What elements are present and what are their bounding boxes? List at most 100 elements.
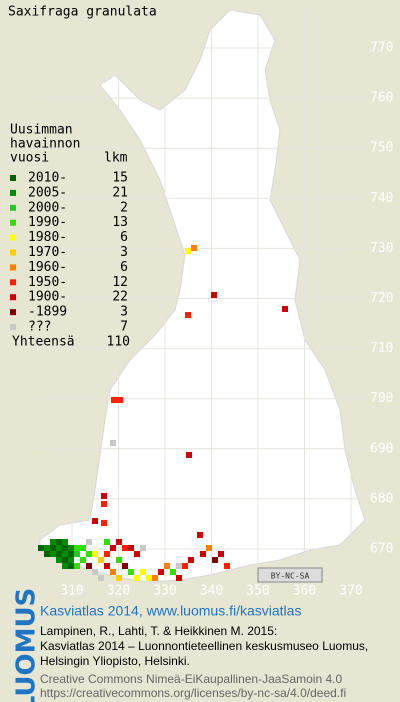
record xyxy=(188,557,194,563)
record xyxy=(104,563,110,569)
finland-land xyxy=(39,9,366,583)
record xyxy=(56,539,62,545)
records xyxy=(38,245,288,581)
x-grid-label: 320 xyxy=(107,584,130,599)
record xyxy=(92,518,98,524)
record xyxy=(56,557,62,563)
record xyxy=(122,545,128,551)
record xyxy=(56,545,62,551)
record xyxy=(44,545,50,551)
record xyxy=(50,551,56,557)
license-badge xyxy=(257,567,323,583)
legend-label: 1960- xyxy=(28,260,67,275)
record xyxy=(62,551,68,557)
x-grid-label: 350 xyxy=(246,584,269,599)
legend-label: 1970- xyxy=(28,245,67,260)
record xyxy=(158,569,164,575)
record xyxy=(110,545,116,551)
record xyxy=(128,545,134,551)
y-grid-label: 680 xyxy=(370,491,393,506)
y-grid-label: 770 xyxy=(370,41,393,56)
legend-col-year: vuosi xyxy=(10,151,49,166)
record xyxy=(197,532,203,538)
record xyxy=(62,557,68,563)
record xyxy=(80,557,86,563)
legend-label: 1950- xyxy=(28,275,67,290)
legend-swatch xyxy=(10,175,16,181)
record xyxy=(186,452,192,458)
record xyxy=(110,569,116,575)
record xyxy=(92,551,98,557)
y-grid-label: 730 xyxy=(370,241,393,256)
y-grid-label: 670 xyxy=(370,542,393,557)
record xyxy=(101,501,107,507)
legend-swatch xyxy=(10,234,16,241)
legend-count: 6 xyxy=(120,230,128,245)
record xyxy=(200,551,206,557)
record xyxy=(110,440,116,446)
record xyxy=(68,551,74,557)
record xyxy=(50,539,56,545)
badge-text: BY-NC-SA xyxy=(271,572,310,581)
legend-count: 21 xyxy=(112,185,128,200)
record xyxy=(74,563,80,569)
record xyxy=(282,306,288,312)
legend-total-label: Yhteensä xyxy=(12,335,75,350)
record xyxy=(117,397,123,403)
title: Saxifraga granulata xyxy=(8,5,157,20)
record xyxy=(140,545,146,551)
record xyxy=(68,563,74,569)
record xyxy=(182,563,188,569)
record xyxy=(62,563,68,569)
record xyxy=(86,539,92,545)
record xyxy=(116,557,122,563)
record xyxy=(185,248,191,254)
record xyxy=(191,245,197,251)
y-grid-label: 700 xyxy=(370,391,393,406)
record xyxy=(212,557,218,563)
x-grid-label: 340 xyxy=(200,584,223,599)
record xyxy=(44,551,50,557)
record xyxy=(74,551,80,557)
x-grid-label: 370 xyxy=(339,584,362,599)
legend-count: 3 xyxy=(120,245,128,260)
record xyxy=(101,520,107,526)
record xyxy=(68,545,74,551)
record xyxy=(218,551,224,557)
record xyxy=(86,551,92,557)
record xyxy=(111,397,117,403)
logo: LUOMUS xyxy=(12,588,42,702)
legend-heading: havainnon xyxy=(10,137,80,152)
record xyxy=(80,545,86,551)
legend-count: 15 xyxy=(112,171,128,186)
record xyxy=(38,545,44,551)
x-grid-label: 360 xyxy=(293,584,316,599)
record xyxy=(211,292,217,298)
record xyxy=(68,557,74,563)
x-grid-label: 310 xyxy=(60,584,83,599)
legend-swatch xyxy=(10,249,16,256)
legend-label: 1900- xyxy=(28,290,67,305)
legend-swatch xyxy=(10,309,16,316)
record xyxy=(92,569,98,575)
legend-label: ??? xyxy=(28,320,51,335)
citation-line: Kasviatlas 2014 – Luonnontieteellinen ke… xyxy=(40,639,368,653)
y-grid-label: 690 xyxy=(370,441,393,456)
record xyxy=(134,551,140,557)
record xyxy=(128,569,134,575)
legend-label: 1990- xyxy=(28,215,67,230)
record xyxy=(152,575,158,581)
grid xyxy=(40,10,365,580)
legend-count: 2 xyxy=(120,200,128,215)
citation-line: Helsingin Yliopisto, Helsinki. xyxy=(40,654,190,668)
record xyxy=(140,569,146,575)
legend-label: 1980- xyxy=(28,230,67,245)
record xyxy=(116,575,122,581)
record xyxy=(164,563,170,569)
license-line: https://creativecommons.org/licenses/by-… xyxy=(40,686,346,700)
record xyxy=(170,569,176,575)
legend-col-count: lkm xyxy=(104,151,128,166)
record xyxy=(185,312,191,318)
record xyxy=(104,539,110,545)
footer-link: Kasviatlas 2014, www.luomus.fi/kasviatla… xyxy=(40,603,301,619)
